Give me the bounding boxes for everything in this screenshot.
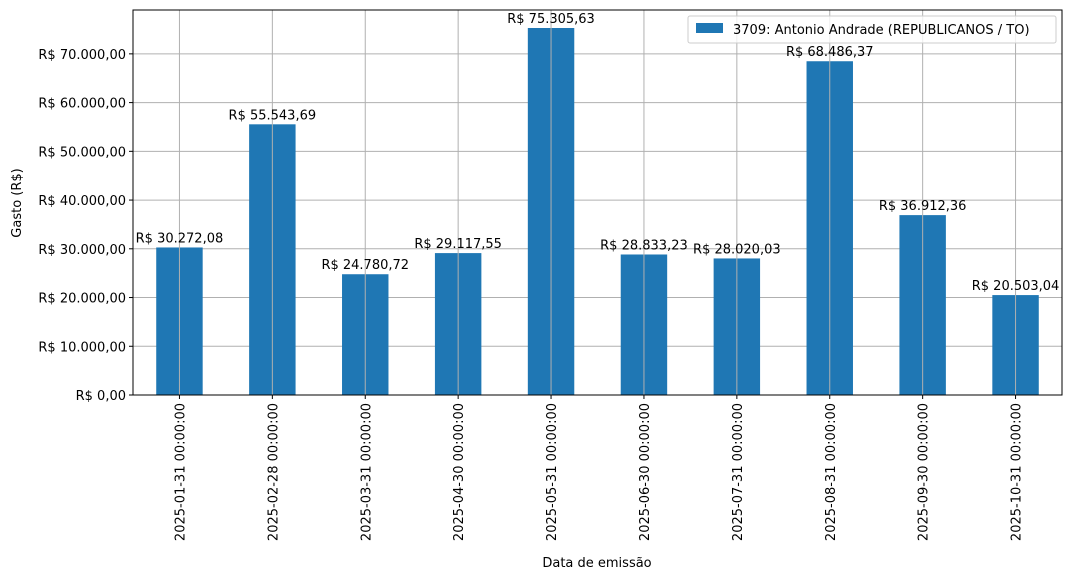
legend-entry-label: 3709: Antonio Andrade (REPUBLICANOS / TO… — [733, 23, 1030, 38]
x-tick-label: 2025-01-31 00:00:00 — [173, 403, 188, 541]
y-tick-label: R$ 70.000,00 — [38, 48, 126, 63]
x-tick-label: 2025-06-30 00:00:00 — [638, 403, 653, 541]
bar-value-label: R$ 75.305,63 — [507, 12, 595, 27]
bar-value-label: R$ 20.503,04 — [972, 279, 1060, 294]
bar-value-label: R$ 28.833,23 — [600, 238, 688, 253]
y-axis-ticks: R$ 0,00 R$ 10.000,00 R$ 20.000,00 R$ 30.000… — [38, 48, 133, 404]
y-tick-label: R$ 10.000,00 — [38, 340, 126, 355]
bar-value-labels: R$ 30.272,08 R$ 55.543,69 R$ 24.780,72 R$ 2… — [136, 12, 1060, 294]
plot-frame — [132, 9, 1063, 396]
y-tick-label: R$ 20.000,00 — [38, 292, 126, 307]
x-axis-label: Data de emissão — [542, 556, 651, 571]
x-tick-label: 2025-08-31 00:00:00 — [824, 403, 839, 541]
bar-value-label: R$ 55.543,69 — [229, 108, 317, 123]
x-tick-label: 2025-09-30 00:00:00 — [917, 403, 932, 541]
x-tick-label: 2025-05-31 00:00:00 — [545, 403, 560, 541]
bar-value-label: R$ 24.780,72 — [321, 258, 409, 273]
bar-value-label: R$ 29.117,55 — [414, 237, 502, 252]
bar-value-label: R$ 36.912,36 — [879, 199, 967, 214]
y-tick-label: R$ 60.000,00 — [38, 97, 126, 112]
x-tick-label: 2025-07-31 00:00:00 — [731, 403, 746, 541]
legend-frame — [687, 15, 1057, 44]
x-axis-ticks: 2025-01-31 00:00:00 2025-02-28 00:00:00 20… — [173, 395, 1025, 541]
legend: 3709: Antonio Andrade (REPUBLICANOS / TO… — [687, 15, 1057, 44]
legend-swatch — [696, 23, 723, 33]
x-tick-label: 2025-03-31 00:00:00 — [359, 403, 374, 541]
y-axis-label: Gasto (R$) — [10, 168, 25, 237]
bar-value-label: R$ 30.272,08 — [136, 231, 224, 246]
x-tick-label: 2025-10-31 00:00:00 — [1010, 403, 1025, 541]
y-tick-label: R$ 50.000,00 — [38, 145, 126, 160]
y-tick-label: R$ 0,00 — [76, 389, 126, 404]
x-tick-label: 2025-02-28 00:00:00 — [266, 403, 281, 541]
y-tick-label: R$ 30.000,00 — [38, 243, 126, 258]
x-tick-label: 2025-04-30 00:00:00 — [452, 403, 467, 541]
bar-value-label: R$ 68.486,37 — [786, 45, 874, 60]
plot-area-border — [132, 9, 1063, 396]
bar-value-label: R$ 28.020,03 — [693, 242, 781, 257]
y-tick-label: R$ 40.000,00 — [38, 194, 126, 209]
